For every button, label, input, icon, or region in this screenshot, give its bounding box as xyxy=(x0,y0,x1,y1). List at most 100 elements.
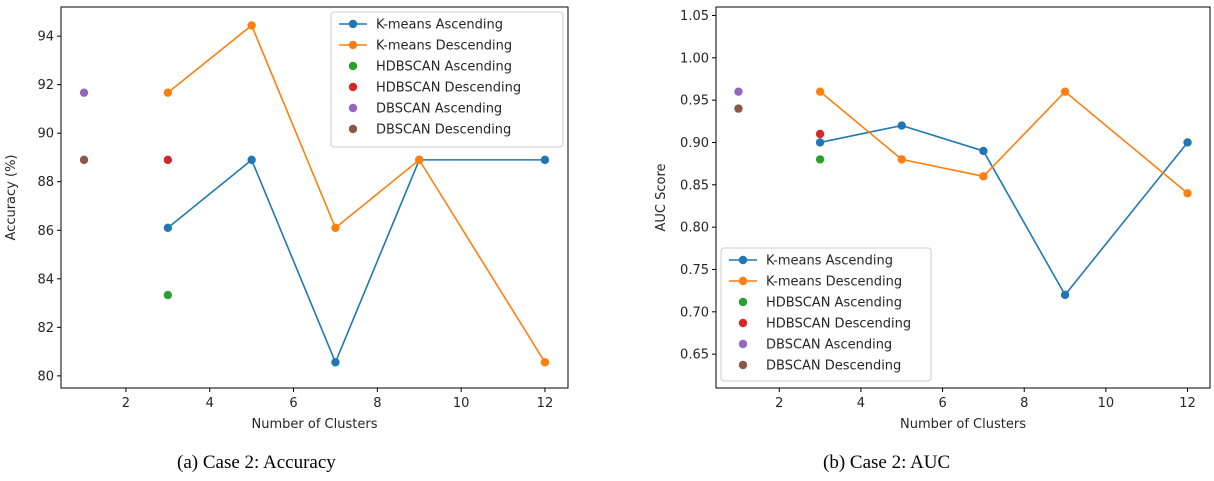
x-tick-label: 4 xyxy=(206,396,214,411)
legend-item-k-means-ascending: K-means Ascending xyxy=(339,18,503,33)
data-point xyxy=(163,88,173,97)
data-point xyxy=(815,129,825,139)
y-tick-label: 0.65 xyxy=(680,348,709,363)
data-point xyxy=(979,146,988,156)
data-point xyxy=(79,155,89,165)
series-hdbscan-descending xyxy=(815,129,825,139)
series-hdbscan-ascending xyxy=(163,290,173,300)
legend-marker xyxy=(738,255,748,265)
data-point xyxy=(1183,138,1192,147)
data-point xyxy=(163,290,173,300)
data-point xyxy=(79,88,89,97)
data-point xyxy=(331,223,340,233)
plot-frame xyxy=(715,6,1211,389)
series-dbscan-descending xyxy=(79,155,89,165)
data-point xyxy=(331,358,340,367)
legend-item-k-means-descending: K-means Descending xyxy=(729,275,902,290)
legend-label: DBSCAN Ascending xyxy=(766,338,892,353)
data-point xyxy=(163,155,173,165)
legend-item-k-means-descending: K-means Descending xyxy=(339,39,512,54)
plot-frame xyxy=(60,6,569,389)
legend-label: HDBSCAN Descending xyxy=(766,317,911,332)
y-tick-label: 94 xyxy=(37,30,54,45)
series-dbscan-ascending xyxy=(734,87,743,96)
legend-box xyxy=(720,247,932,382)
legend-marker xyxy=(348,19,358,29)
data-point xyxy=(734,87,743,96)
legend-item-dbscan-descending: DBSCAN Descending xyxy=(348,123,511,138)
y-tick-label: 88 xyxy=(37,175,54,190)
x-tick-label: 6 xyxy=(289,396,297,411)
legend-item-hdbscan-ascending: HDBSCAN Ascending xyxy=(738,296,902,311)
chart-accuracy: 2 4 6 8 10 12 80 82 84 86 88 90 92 94 Number of Cluste… xyxy=(4,6,569,432)
data-point xyxy=(734,104,743,113)
series-line xyxy=(819,90,1189,194)
data-point xyxy=(247,21,256,30)
y-tick-label: 84 xyxy=(37,272,54,287)
y-tick-label: 80 xyxy=(37,369,54,384)
legend-label: HDBSCAN Ascending xyxy=(766,296,902,311)
legend-item-dbscan-ascending: DBSCAN Ascending xyxy=(738,338,892,353)
legend-marker xyxy=(738,297,748,307)
legend: K-means Ascending K-means Descending HDBSC… xyxy=(720,247,932,382)
legend-item-dbscan-descending: DBSCAN Descending xyxy=(738,359,901,374)
series-k-means-ascending xyxy=(163,155,550,367)
y-tick-label: 1.05 xyxy=(680,9,709,24)
data-point xyxy=(163,223,173,233)
legend-item-k-means-ascending: K-means Ascending xyxy=(729,254,893,269)
series-k-means-descending xyxy=(815,87,1192,198)
legend-item-hdbscan-descending: HDBSCAN Descending xyxy=(348,81,521,96)
legend-marker xyxy=(348,103,358,113)
y-axis-label: Accuracy (%) xyxy=(4,155,19,241)
legend-box xyxy=(330,11,564,148)
data-point xyxy=(1060,87,1070,96)
legend-label: HDBSCAN Descending xyxy=(376,81,521,96)
data-point xyxy=(815,87,825,96)
legend-marker xyxy=(738,360,748,370)
data-point xyxy=(247,155,256,165)
y-tick-label: 0.75 xyxy=(680,263,709,278)
legend-marker xyxy=(738,276,748,286)
x-tick-label: 2 xyxy=(122,396,130,411)
x-tick-label: 4 xyxy=(857,396,865,411)
legend-marker xyxy=(348,61,358,71)
legend-label: K-means Descending xyxy=(766,275,902,290)
x-axis-label: Number of Clusters xyxy=(252,417,378,432)
series-dbscan-ascending xyxy=(79,88,89,97)
data-point xyxy=(897,155,906,164)
data-point xyxy=(1060,290,1070,300)
y-tick-label: 0.95 xyxy=(680,94,709,109)
y-tick-label: 0.70 xyxy=(680,305,709,320)
legend-marker xyxy=(738,318,748,328)
y-tick-label: 82 xyxy=(37,321,54,336)
legend-marker xyxy=(348,82,358,92)
x-tick-label: 8 xyxy=(373,396,381,411)
series-hdbscan-descending xyxy=(163,155,173,165)
caption-accuracy: (a) Case 2: Accuracy xyxy=(177,452,336,473)
data-point xyxy=(979,172,988,181)
legend-label: DBSCAN Descending xyxy=(766,359,901,374)
x-tick-label: 8 xyxy=(1020,396,1028,411)
x-axis-label: Number of Clusters xyxy=(900,417,1026,432)
y-tick-label: 0.85 xyxy=(680,178,709,193)
legend-item-hdbscan-ascending: HDBSCAN Ascending xyxy=(348,60,512,75)
legend-label: K-means Descending xyxy=(376,39,512,54)
caption-auc: (b) Case 2: AUC xyxy=(823,452,951,473)
x-tick-label: 10 xyxy=(1098,396,1115,411)
data-point xyxy=(897,121,906,130)
series-line xyxy=(167,158,545,365)
data-point xyxy=(815,138,825,147)
legend-label: HDBSCAN Ascending xyxy=(376,60,512,75)
legend-item-hdbscan-descending: HDBSCAN Descending xyxy=(738,317,911,332)
legend-label: DBSCAN Descending xyxy=(376,123,511,138)
y-tick-label: 0.80 xyxy=(680,221,709,236)
data-point xyxy=(415,155,424,165)
legend-label: DBSCAN Ascending xyxy=(376,102,502,117)
legend-marker xyxy=(348,124,358,134)
series-hdbscan-ascending xyxy=(815,155,825,164)
legend-item-dbscan-ascending: DBSCAN Ascending xyxy=(348,102,502,117)
data-point xyxy=(540,155,550,165)
x-tick-label: 10 xyxy=(453,396,470,411)
x-tick-label: 12 xyxy=(537,396,554,411)
series-k-means-ascending xyxy=(815,121,1192,300)
